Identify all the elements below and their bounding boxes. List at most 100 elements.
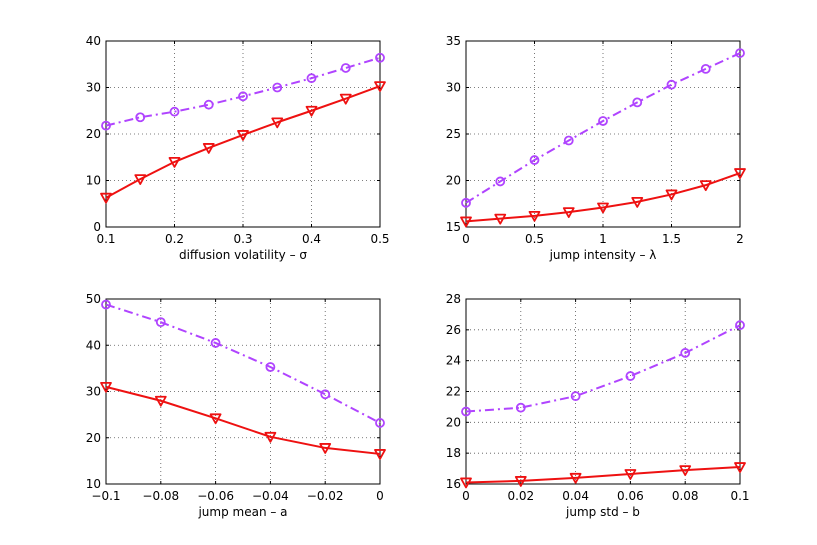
y-tick-label: 30 xyxy=(86,81,101,95)
circle-marker xyxy=(680,348,691,358)
series-circle-line xyxy=(465,324,741,413)
triangle-marker xyxy=(494,213,507,225)
x-tick-label: −0.1 xyxy=(91,489,120,503)
x-tick-label: 0.2 xyxy=(165,232,184,246)
y-tick-label: 22 xyxy=(446,385,461,399)
x-axis-label: diffusion volatility – σ xyxy=(179,248,307,262)
y-tick-label: 35 xyxy=(446,34,461,48)
triangle-marker xyxy=(624,469,637,480)
y-tick-label: 0 xyxy=(93,220,101,234)
triangle-marker xyxy=(597,202,609,214)
axes-box xyxy=(465,40,741,228)
y-tick-label: 10 xyxy=(86,174,101,188)
y-tick-label: 20 xyxy=(446,174,461,188)
series-triangle xyxy=(100,81,386,204)
circle-marker xyxy=(700,64,711,74)
circle-marker xyxy=(570,391,581,402)
circle-marker xyxy=(495,176,506,187)
circle-marker xyxy=(375,418,385,428)
triangle-marker xyxy=(100,381,112,393)
y-tick-label: 18 xyxy=(446,446,461,460)
y-tick-label: 40 xyxy=(86,34,101,48)
y-tick-label: 25 xyxy=(446,127,461,141)
circle-marker xyxy=(563,135,574,146)
x-tick-label: 0.4 xyxy=(302,232,321,246)
x-tick-label: 0.5 xyxy=(525,232,544,246)
x-tick-label: −0.08 xyxy=(142,489,179,503)
x-axis-label: jump std – b xyxy=(565,505,640,519)
subplot-3: −0.1 −0.08 −0.06 −0.04 −0.02 0 10 20 30 40 50 jump … xyxy=(86,292,386,519)
circle-marker xyxy=(735,48,745,58)
subplot-1: 0.1 0.2 0.3 0.4 0.5 0 10 20 30 40 diffusion volati… xyxy=(86,34,390,262)
y-tick-label: 20 xyxy=(86,127,101,141)
triangle-marker xyxy=(679,465,692,477)
triangle-marker xyxy=(271,117,284,129)
triangle-marker xyxy=(374,81,386,93)
axes-box xyxy=(105,40,381,228)
series-triangle xyxy=(460,168,746,228)
series-circle xyxy=(461,48,745,208)
circle-marker xyxy=(529,155,540,165)
series-circle-line xyxy=(465,52,741,204)
x-tick-label: 2 xyxy=(736,232,744,246)
circle-marker xyxy=(101,299,111,310)
triangle-marker xyxy=(264,431,277,443)
triangle-marker xyxy=(237,130,249,141)
y-tick-label: 15 xyxy=(446,220,461,234)
series-triangle xyxy=(100,381,386,460)
triangle-marker xyxy=(374,449,386,460)
x-tick-label: 0 xyxy=(376,489,384,503)
circle-marker xyxy=(265,362,276,372)
circle-marker xyxy=(461,406,471,417)
y-tick-label: 30 xyxy=(86,385,101,399)
y-tick-label: 20 xyxy=(446,415,461,429)
triangle-marker xyxy=(460,216,472,228)
x-tick-label: 0 xyxy=(462,489,470,503)
x-tick-label: 1.5 xyxy=(662,232,681,246)
axes-box xyxy=(465,298,741,485)
circle-marker xyxy=(515,402,526,413)
series-triangle-line xyxy=(465,172,741,223)
triangle-marker xyxy=(202,143,215,154)
y-tick-label: 30 xyxy=(446,81,461,95)
series-triangle-line xyxy=(105,85,381,199)
x-tick-label: 0.5 xyxy=(370,232,389,246)
triangle-marker xyxy=(134,174,147,186)
circle-marker xyxy=(375,52,385,63)
circle-marker xyxy=(306,73,317,84)
series-triangle xyxy=(460,462,746,489)
circle-marker xyxy=(461,197,471,208)
series-triangle-line xyxy=(105,385,381,455)
circle-marker xyxy=(203,99,214,110)
circle-marker xyxy=(169,106,180,117)
x-tick-label: 0.06 xyxy=(617,489,644,503)
subplot-2: 0 0.5 1 1.5 2 15 20 25 30 35 jump intensity – λ xyxy=(446,34,746,262)
triangle-marker xyxy=(631,196,644,208)
triangle-marker xyxy=(154,395,167,407)
x-tick-label: 0.08 xyxy=(672,489,699,503)
circle-marker xyxy=(135,112,146,123)
x-tick-label: 0.04 xyxy=(562,489,589,503)
triangle-marker xyxy=(209,413,222,425)
circle-marker xyxy=(320,389,331,400)
circle-marker xyxy=(598,116,608,126)
y-tick-label: 16 xyxy=(446,477,461,491)
y-tick-label: 10 xyxy=(86,477,101,491)
circle-marker xyxy=(155,317,166,328)
circle-marker xyxy=(340,63,351,73)
y-tick-label: 24 xyxy=(446,354,461,368)
y-tick-label: 40 xyxy=(86,338,101,352)
triangle-marker xyxy=(305,105,318,117)
series-circle xyxy=(101,52,385,131)
x-tick-label: 0.02 xyxy=(507,489,534,503)
series-circle xyxy=(101,299,385,428)
triangle-marker xyxy=(562,207,575,219)
triangle-marker xyxy=(699,180,712,192)
x-tick-label: −0.02 xyxy=(307,489,344,503)
circle-marker xyxy=(632,97,643,108)
circle-marker xyxy=(101,120,111,131)
triangle-marker xyxy=(528,210,541,222)
triangle-marker xyxy=(319,443,332,454)
y-tick-label: 26 xyxy=(446,323,461,337)
